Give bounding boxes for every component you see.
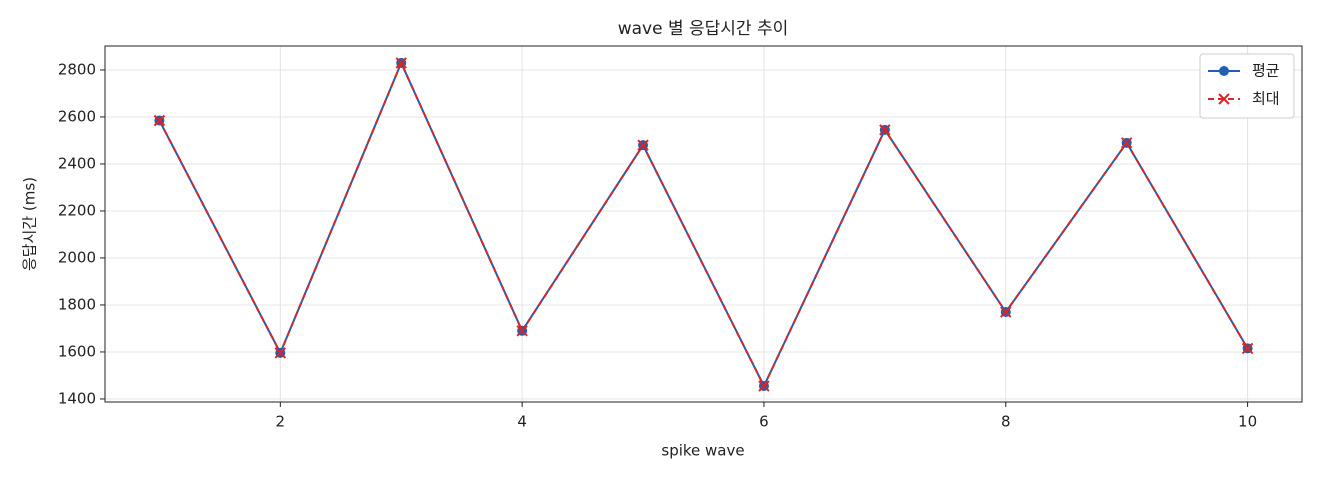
point (153, 114, 166, 127)
point (395, 57, 407, 69)
y-axis-label: 응답시간 (ms) (21, 177, 39, 271)
y-tick-label: 2000 (58, 248, 96, 266)
point (1120, 137, 1133, 149)
y-tick-label: 2800 (58, 60, 96, 78)
series-line (158, 60, 1249, 389)
x-axis-label: spike wave (661, 442, 744, 460)
y-tick-label: 2600 (58, 107, 96, 125)
x-tick-label: 6 (759, 413, 769, 431)
point (758, 380, 770, 392)
point (879, 124, 891, 136)
point (1241, 342, 1254, 355)
x-tick-label: 8 (1001, 413, 1011, 431)
plot-frame (104, 45, 1303, 403)
point (637, 139, 649, 151)
y-tick-label: 2200 (58, 201, 96, 219)
chart-title: wave 별 응답시간 추이 (618, 19, 789, 39)
legend-marker (1218, 93, 1230, 105)
point (516, 325, 528, 337)
legend-label: 평균 (1252, 62, 1280, 80)
point (1000, 306, 1012, 318)
x-tick-label: 2 (276, 413, 286, 431)
y-tick-label: 1600 (58, 342, 96, 360)
legend-box (1199, 53, 1295, 119)
x-tick-label: 10 (1238, 413, 1257, 431)
y-tick-label: 2400 (58, 154, 96, 172)
y-tick-label: 1800 (58, 295, 96, 313)
legend-marker (1219, 66, 1229, 76)
y-tick-label: 1400 (58, 389, 96, 407)
point (274, 347, 287, 359)
legend-label: 최대 (1252, 90, 1280, 108)
x-tick-label: 4 (517, 413, 527, 431)
